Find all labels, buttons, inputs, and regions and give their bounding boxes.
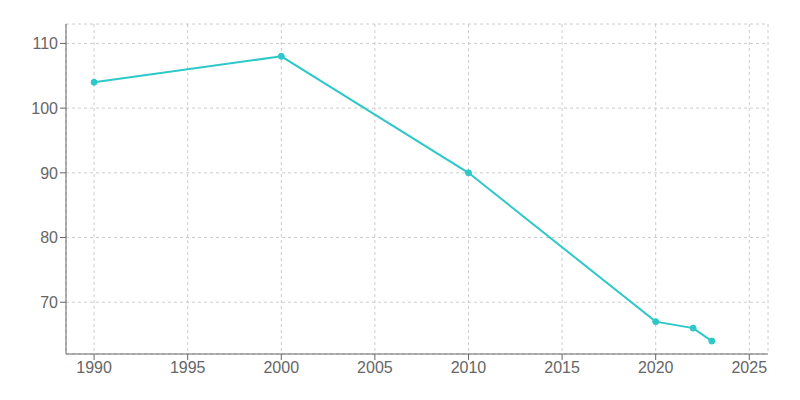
svg-text:2025: 2025 xyxy=(731,359,767,376)
svg-text:90: 90 xyxy=(40,165,58,182)
svg-text:1990: 1990 xyxy=(76,359,112,376)
svg-text:2020: 2020 xyxy=(638,359,674,376)
svg-text:2005: 2005 xyxy=(357,359,393,376)
svg-text:2010: 2010 xyxy=(451,359,487,376)
svg-text:2015: 2015 xyxy=(544,359,580,376)
svg-text:2000: 2000 xyxy=(263,359,299,376)
svg-text:110: 110 xyxy=(32,35,58,52)
svg-text:80: 80 xyxy=(40,229,58,246)
svg-text:1995: 1995 xyxy=(170,359,206,376)
svg-text:70: 70 xyxy=(40,294,58,311)
svg-text:100: 100 xyxy=(31,100,58,117)
